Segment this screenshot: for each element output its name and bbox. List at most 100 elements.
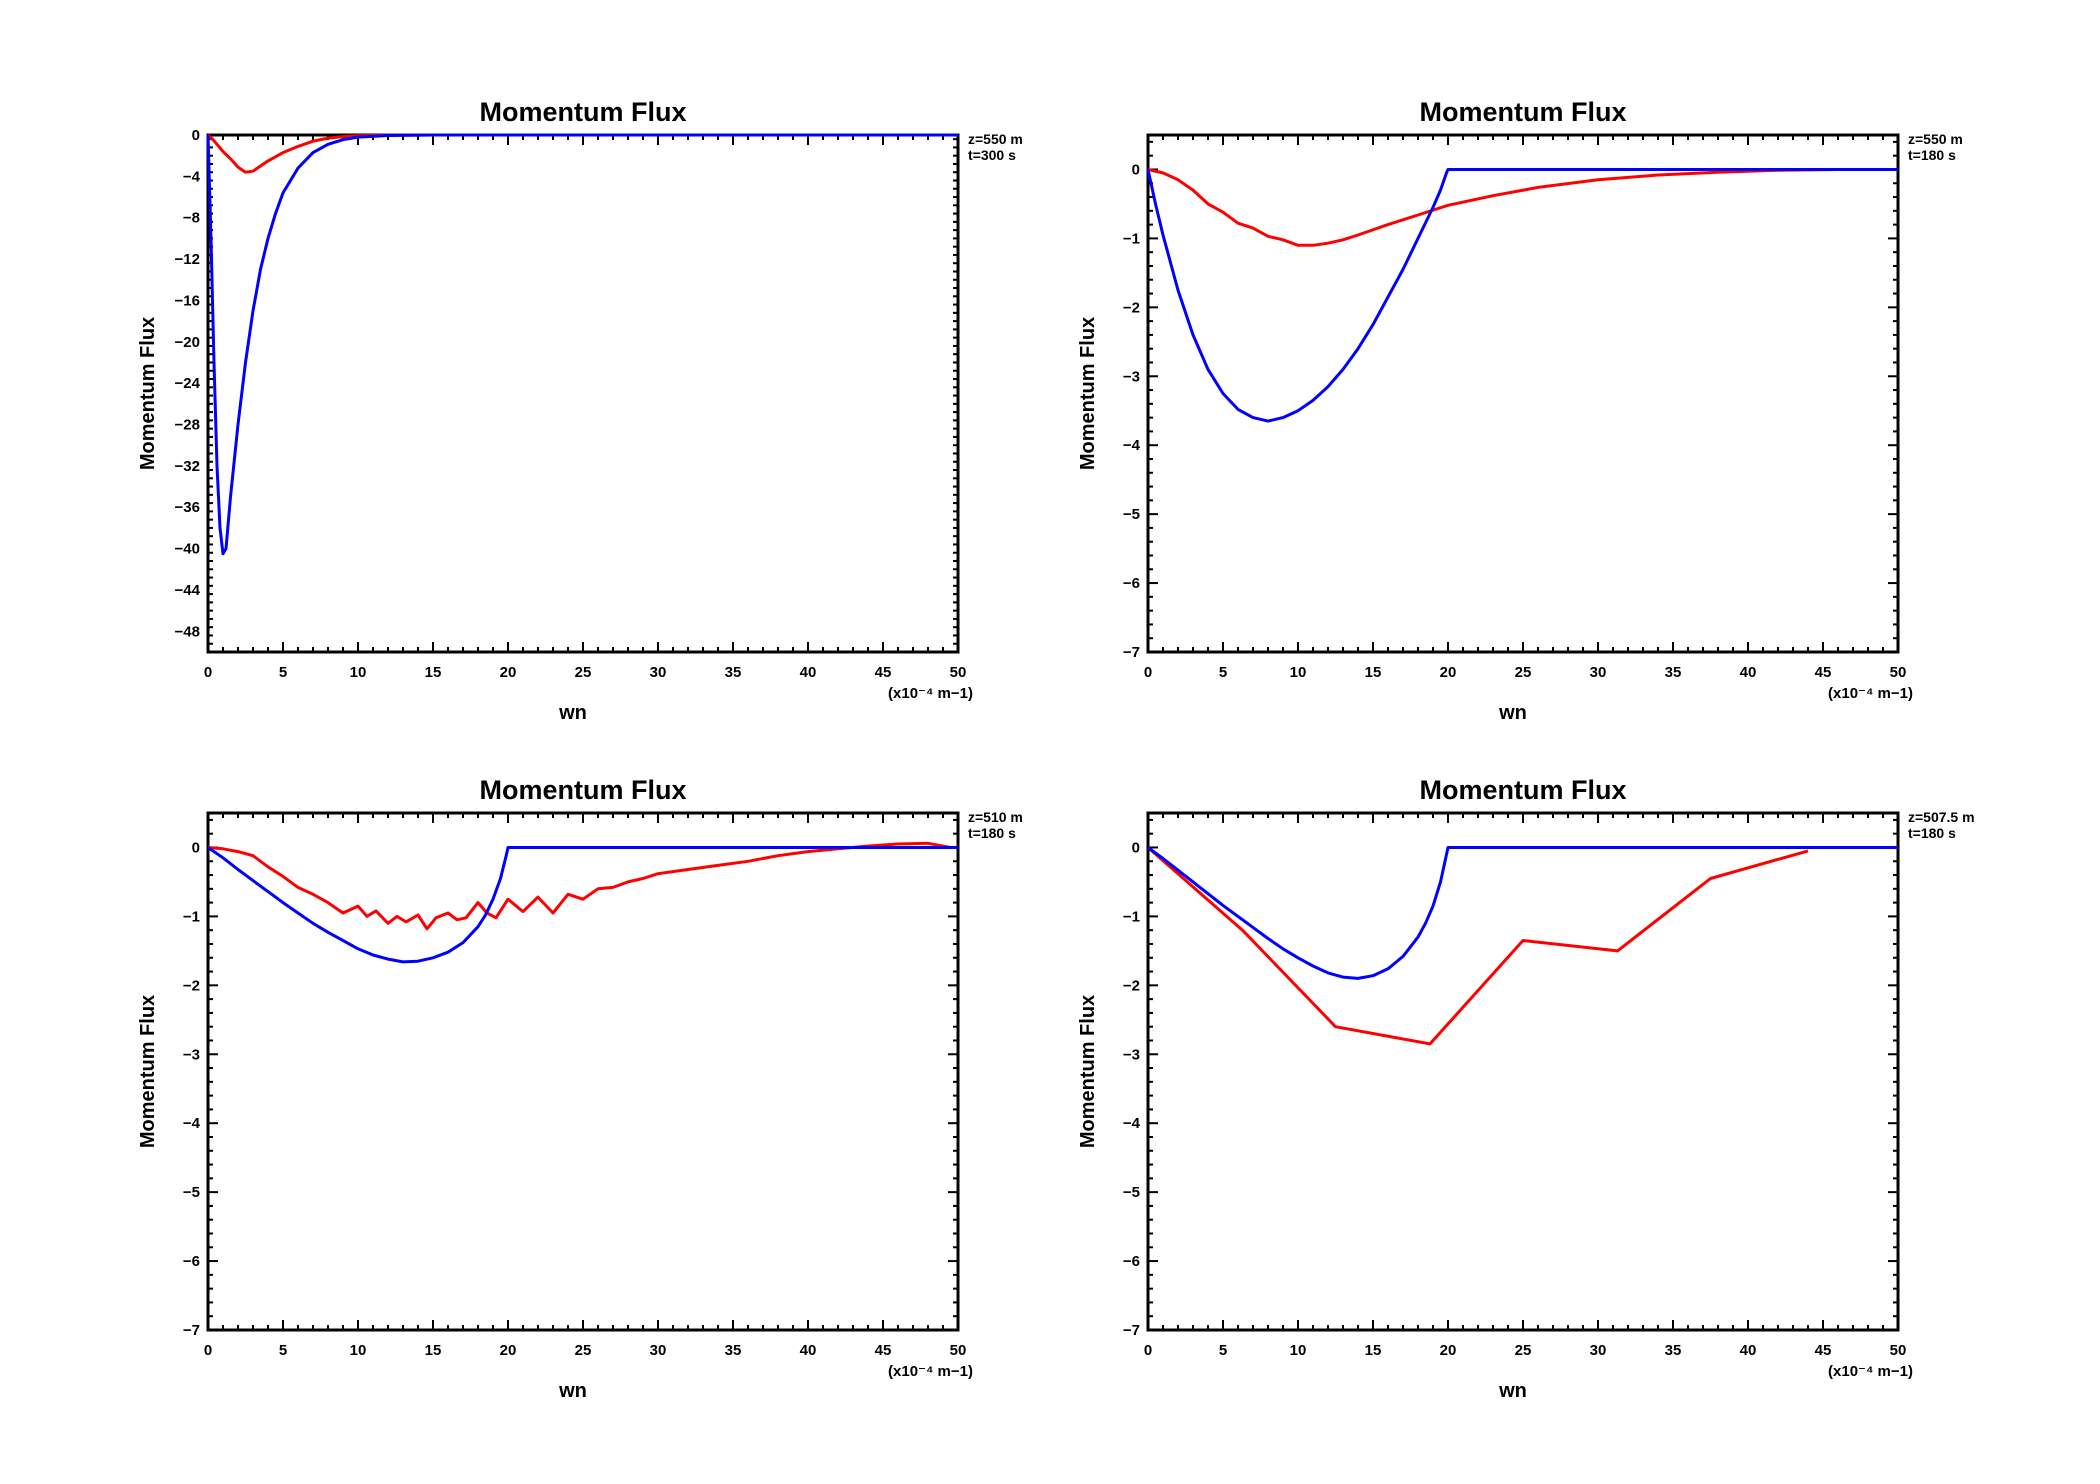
y-tick-label: −1: [183, 908, 200, 925]
panel-annotation: t=300 s: [968, 147, 1016, 163]
x-tick-label: 20: [500, 1342, 517, 1359]
y-tick-label: −3: [183, 1046, 200, 1063]
chart-title: Momentum Flux: [480, 97, 687, 127]
panel-annotation: t=180 s: [968, 825, 1016, 841]
y-tick-label: −32: [175, 458, 200, 475]
y-tick-label: −4: [1123, 1115, 1141, 1132]
y-tick-label: −4: [1123, 437, 1141, 454]
series-line-blue: [206, 133, 958, 556]
x-tick-label: 40: [800, 1342, 817, 1359]
x-tick-label: 30: [1590, 1342, 1607, 1359]
x-tick-label: 40: [1740, 664, 1757, 681]
x-unit-label: (x10⁻⁴ m−1): [888, 685, 973, 702]
x-tick-label: 5: [1219, 664, 1227, 681]
y-tick-label: −7: [1123, 1322, 1140, 1339]
y-tick-label: −6: [1123, 1253, 1140, 1270]
x-tick-label: 10: [1290, 1342, 1307, 1359]
x-tick-label: 10: [1290, 664, 1307, 681]
x-tick-label: 30: [1590, 664, 1607, 681]
y-tick-label: −24: [175, 375, 201, 392]
y-axis-label: Momentum Flux: [137, 995, 159, 1148]
panel-annotation: t=180 s: [1908, 147, 1956, 163]
x-axis-label: wn: [1498, 1380, 1527, 1402]
plot-frame: [1146, 133, 1900, 654]
y-tick-label: −12: [175, 251, 200, 268]
y-tick-label: −1: [1123, 908, 1140, 925]
x-tick-label: 30: [650, 664, 667, 681]
y-tick-label: −4: [183, 168, 201, 185]
x-tick-label: 30: [650, 1342, 667, 1359]
y-axis-label: Momentum Flux: [1077, 995, 1099, 1148]
panel-annotation: t=180 s: [1908, 825, 1956, 841]
x-tick-label: 10: [350, 664, 367, 681]
y-tick-label: −36: [175, 499, 200, 516]
x-tick-label: 35: [725, 1342, 742, 1359]
x-tick-label: 25: [1515, 1342, 1532, 1359]
x-tick-label: 50: [950, 664, 967, 681]
x-tick-label: 25: [575, 664, 592, 681]
x-tick-label: 5: [279, 664, 287, 681]
x-tick-label: 50: [1890, 1342, 1907, 1359]
x-tick-label: 50: [1890, 664, 1907, 681]
x-tick-label: 5: [1219, 1342, 1227, 1359]
y-tick-label: −48: [175, 623, 200, 640]
series-line-red: [1147, 846, 1809, 1046]
x-unit-label: (x10⁻⁴ m−1): [888, 1363, 973, 1380]
y-tick-label: −2: [183, 977, 200, 994]
y-tick-label: −7: [1123, 644, 1140, 661]
x-tick-label: 10: [350, 1342, 367, 1359]
panel-annotation: z=507.5 m: [1908, 809, 1975, 825]
y-tick-label: −6: [1123, 575, 1140, 592]
y-tick-label: −5: [1123, 506, 1140, 523]
series-line-blue: [207, 846, 958, 964]
x-tick-label: 0: [204, 664, 212, 681]
panel-annotation: z=510 m: [968, 809, 1023, 825]
y-tick-label: −4: [183, 1115, 201, 1132]
x-tick-label: 0: [1144, 664, 1152, 681]
x-tick-label: 50: [950, 1342, 967, 1359]
panel-annotation: z=550 m: [968, 131, 1023, 147]
x-tick-label: 40: [1740, 1342, 1757, 1359]
x-tick-label: 0: [1144, 1342, 1152, 1359]
y-tick-label: −5: [1123, 1184, 1140, 1201]
x-tick-label: 15: [1365, 1342, 1382, 1359]
y-tick-label: −2: [1123, 299, 1140, 316]
y-tick-label: −1: [1123, 230, 1140, 247]
y-axis-label: Momentum Flux: [137, 317, 159, 470]
x-tick-label: 20: [500, 664, 517, 681]
y-tick-label: −5: [183, 1184, 200, 1201]
x-unit-label: (x10⁻⁴ m−1): [1828, 685, 1913, 702]
x-tick-label: 15: [425, 664, 442, 681]
y-tick-label: −44: [175, 582, 201, 599]
x-unit-label: (x10⁻⁴ m−1): [1828, 1363, 1913, 1380]
chart-title: Momentum Flux: [1420, 97, 1627, 127]
plot-frame: [206, 133, 960, 654]
y-tick-label: −2: [1123, 977, 1140, 994]
x-tick-label: 45: [875, 1342, 892, 1359]
x-tick-label: 20: [1440, 664, 1457, 681]
x-tick-label: 45: [875, 664, 892, 681]
y-tick-label: −8: [183, 210, 200, 227]
y-axis-label: Momentum Flux: [1077, 317, 1099, 470]
x-tick-label: 45: [1815, 1342, 1832, 1359]
y-tick-label: −20: [175, 334, 200, 351]
chart-panel-4: Momentum Flux 0 5 10 15 20 25 30 35 40 45 50 0 −1 −2 −3…: [1077, 775, 1975, 1402]
series-line-red: [207, 841, 951, 931]
x-tick-label: 35: [725, 664, 742, 681]
chart-panel-3: Momentum Flux 0 5 10 15 20 25 30 35 40 45 50 0 −1 −2 −3…: [137, 775, 1023, 1402]
series-line-blue: [1147, 846, 1898, 980]
x-tick-label: 0: [204, 1342, 212, 1359]
x-tick-label: 5: [279, 1342, 287, 1359]
y-tick-label: −16: [175, 292, 200, 309]
x-tick-label: 35: [1665, 664, 1682, 681]
x-tick-label: 25: [575, 1342, 592, 1359]
y-tick-label: −28: [175, 417, 200, 434]
x-tick-label: 15: [425, 1342, 442, 1359]
chart-panel-1: Momentum Flux 0 5 10 15 20 25 30 35 40 45 50 0 −4 −8 −1…: [137, 97, 1023, 724]
panel-annotation: z=550 m: [1908, 131, 1963, 147]
chart-title: Momentum Flux: [1420, 775, 1627, 805]
x-axis-label: wn: [558, 702, 587, 724]
series-line-red: [1147, 168, 1898, 247]
x-tick-label: 35: [1665, 1342, 1682, 1359]
